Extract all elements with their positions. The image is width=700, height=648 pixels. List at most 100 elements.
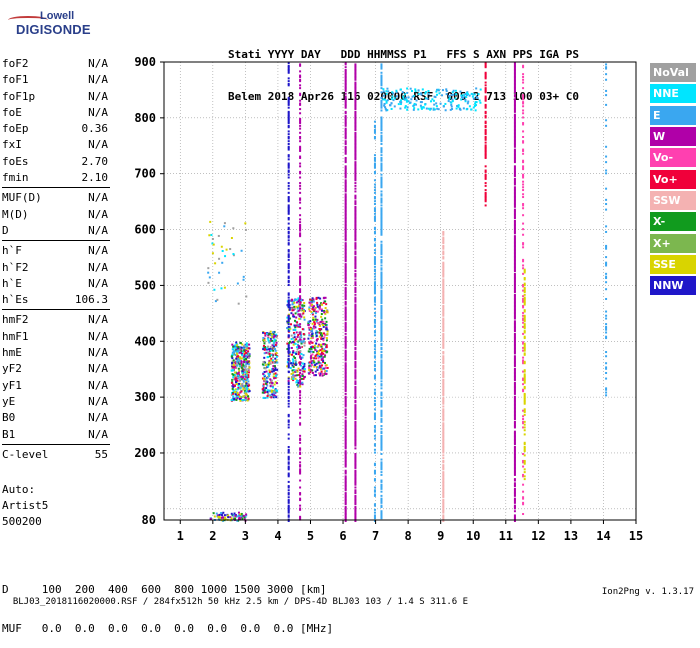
data-point: [245, 347, 248, 350]
data-point: [287, 489, 290, 492]
data-point: [513, 258, 516, 261]
data-point: [380, 445, 383, 448]
data-point: [354, 175, 357, 178]
param-row-hmf2: hmF2 N/A: [2, 312, 110, 328]
data-point: [380, 323, 383, 326]
data-point: [267, 352, 270, 355]
data-point: [303, 344, 306, 347]
data-point: [354, 138, 357, 141]
data-point: [297, 367, 300, 370]
data-point: [233, 373, 236, 376]
data-point: [303, 304, 306, 307]
data-point: [354, 338, 357, 341]
data-point: [354, 503, 357, 506]
data-point: [522, 96, 525, 99]
data-point: [380, 256, 383, 259]
data-point: [522, 102, 525, 105]
data-point: [287, 306, 290, 309]
data-point: [354, 413, 357, 416]
data-point: [232, 383, 235, 386]
data-point: [220, 287, 223, 290]
digisonde-logo: Lowell DIGISONDE: [8, 10, 91, 40]
data-point: [513, 204, 516, 207]
data-point: [287, 145, 290, 148]
data-point: [344, 119, 347, 122]
data-point: [287, 304, 290, 307]
data-point: [292, 379, 295, 382]
data-point: [287, 316, 290, 319]
data-point: [247, 396, 250, 399]
data-point: [218, 515, 221, 518]
data-point: [373, 265, 376, 268]
data-point: [380, 415, 383, 418]
data-point: [442, 310, 445, 313]
data-point: [344, 204, 347, 207]
data-point: [300, 357, 303, 360]
legend-item-sse: SSE: [650, 255, 696, 275]
data-point: [354, 461, 357, 464]
data-point: [513, 140, 516, 143]
data-point: [354, 170, 357, 173]
data-point: [373, 369, 376, 372]
data-point: [605, 244, 608, 247]
data-point: [513, 240, 516, 243]
data-point: [287, 328, 290, 331]
data-point: [232, 353, 235, 356]
data-point: [310, 354, 313, 357]
data-point: [429, 100, 432, 103]
data-point: [513, 173, 516, 176]
data-point: [344, 486, 347, 489]
data-point: [292, 374, 295, 377]
data-point: [442, 385, 445, 388]
data-point: [354, 92, 357, 95]
data-point: [513, 198, 516, 201]
data-point: [344, 345, 347, 348]
data-point: [290, 362, 293, 365]
data-point: [316, 318, 319, 321]
data-point: [442, 237, 445, 240]
data-point: [442, 297, 445, 300]
data-point: [287, 475, 290, 478]
data-point: [310, 301, 313, 304]
data-point: [373, 494, 376, 497]
data-point: [354, 321, 357, 324]
data-point: [344, 325, 347, 328]
data-point: [274, 375, 277, 378]
data-point: [513, 373, 516, 376]
data-point: [393, 97, 396, 100]
data-point: [344, 184, 347, 187]
data-point: [373, 462, 376, 465]
data-point: [291, 373, 294, 376]
data-point: [262, 383, 265, 386]
data-point: [442, 402, 445, 405]
data-point: [513, 445, 516, 448]
data-point: [354, 489, 357, 492]
data-point: [344, 412, 347, 415]
data-point: [442, 472, 445, 475]
data-point: [275, 396, 278, 399]
data-point: [373, 471, 376, 474]
data-point: [344, 142, 347, 145]
data-point: [299, 465, 302, 468]
parameter-table: foF2 N/A foF1 N/A foF1p N/A foE N/A foEp 0.36 fxI N…: [2, 56, 110, 463]
x-tick-label: 4: [274, 529, 281, 543]
data-point: [266, 396, 269, 399]
data-point: [513, 154, 516, 157]
data-point: [299, 243, 302, 246]
data-point: [522, 246, 525, 249]
data-point: [380, 511, 383, 514]
param-row-ye: yE N/A: [2, 394, 110, 410]
param-row-b0: B0 N/A: [2, 410, 110, 426]
data-point: [442, 461, 445, 464]
data-point: [234, 362, 237, 365]
data-point: [266, 389, 269, 392]
x-tick-label: 7: [372, 529, 379, 543]
data-point: [354, 84, 357, 87]
data-point: [303, 318, 306, 321]
data-point: [354, 82, 357, 85]
data-point: [287, 381, 290, 384]
data-point: [237, 374, 240, 377]
data-point: [373, 196, 376, 199]
data-point: [380, 320, 383, 323]
data-point: [303, 301, 306, 304]
